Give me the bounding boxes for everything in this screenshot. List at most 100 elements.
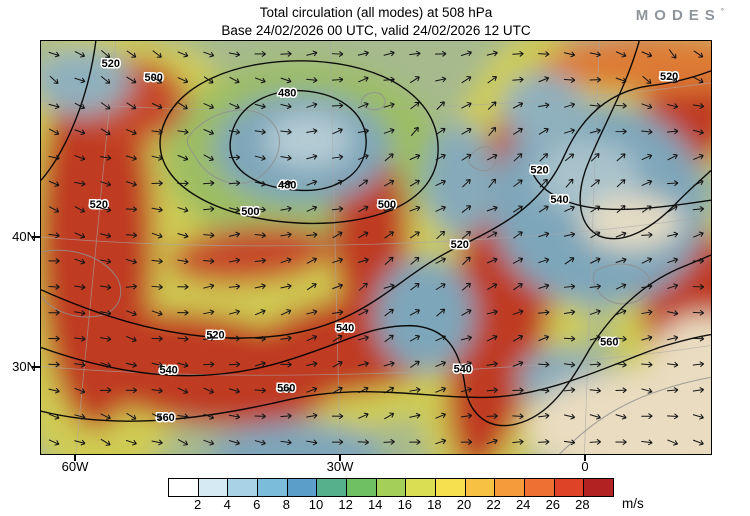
wind-arrow [668, 49, 677, 59]
wind-arrow [513, 153, 523, 162]
colorbar-segment [405, 479, 436, 496]
wind-arrow [615, 361, 627, 368]
wind-arrow [462, 179, 471, 188]
wind-arrow [641, 205, 652, 213]
wind-arrow [538, 438, 550, 445]
modes-logo-mark: ° [720, 7, 724, 16]
wind-arrow [512, 438, 524, 445]
wind-arrow [487, 76, 498, 84]
wind-arrow [409, 334, 421, 342]
wind-arrow [435, 50, 447, 57]
lon-label: 0 [581, 459, 589, 474]
coastline-layer [41, 92, 711, 454]
wind-arrow [203, 283, 215, 290]
wind-arrow [486, 309, 498, 316]
wind-arrow [228, 154, 241, 161]
colorbar-tick-label: 2 [193, 497, 202, 512]
wind-arrow [100, 258, 112, 265]
wind-arrow [384, 308, 394, 317]
wind-arrow [358, 179, 369, 187]
wind-arrow [692, 361, 705, 368]
wind-arrow [177, 232, 189, 239]
modes-logo: MODES° [636, 7, 724, 24]
colorbar-segment [435, 479, 465, 496]
wind-arrow [693, 153, 704, 161]
wind-arrow [486, 334, 498, 342]
wind-arrow [539, 178, 548, 188]
wind-arrow [151, 310, 163, 317]
wind-arrow [616, 153, 626, 162]
wind-arrow [254, 77, 266, 84]
wind-arrow [126, 128, 137, 136]
wind-arrow [590, 179, 600, 188]
colorbar-tick-label: 16 [397, 497, 413, 512]
wind-arrow [177, 335, 189, 342]
wind-arrow [590, 153, 600, 162]
wind-arrow [693, 76, 704, 84]
wind-arrow [667, 361, 679, 368]
wind-arrow [48, 335, 60, 342]
wind-arrow [358, 76, 369, 83]
wind-arrow [641, 413, 653, 420]
wind-arrow [409, 412, 421, 419]
contour-label: 540 [550, 194, 568, 206]
wind-arrow [513, 127, 523, 136]
wind-arrow [254, 50, 266, 57]
wind-arrow [254, 439, 266, 446]
wind-arrow [435, 283, 446, 291]
wind-arrow [177, 154, 189, 161]
wind-arrow [512, 360, 524, 367]
wind-arrow [151, 258, 163, 265]
wind-arrow [615, 257, 627, 264]
wind-arrow [692, 103, 705, 109]
wind-arrow [462, 256, 471, 266]
axis-tick [74, 455, 76, 461]
wind-arrow [280, 103, 292, 110]
wind-arrow [177, 387, 189, 394]
wind-arrow [692, 283, 705, 290]
wind-arrow [74, 180, 86, 187]
wind-arrow [254, 283, 266, 290]
wind-arrow [74, 206, 86, 213]
colorbar-cells [169, 479, 614, 496]
colorbar-tick-label: 20 [456, 497, 472, 512]
wind-arrow [357, 153, 369, 161]
wind-arrow [667, 413, 679, 420]
wind-arrow [615, 387, 627, 394]
colorbar-tick-label: 24 [515, 497, 531, 512]
wind-arrow [100, 154, 112, 161]
wind-arrow [564, 102, 576, 108]
wind-arrow [486, 387, 498, 394]
wind-arrow [563, 283, 576, 290]
wind-arrow [48, 387, 60, 394]
wind-arrow [692, 257, 705, 264]
wind-arrow [461, 205, 472, 213]
wind-arrow [563, 309, 576, 316]
wind-arrow [435, 127, 446, 135]
colorbar-tick-labels: 2 4 6 8 10 12 14 16 18 20 22 24 26 28 [168, 497, 612, 513]
wind-arrow [48, 180, 60, 187]
colorbar-segment [316, 479, 347, 496]
colorbar-segment [583, 479, 614, 496]
wind-arrow [565, 178, 574, 188]
wind-arrow [461, 231, 471, 240]
wind-arrow [48, 309, 60, 316]
wind-arrow [332, 360, 343, 368]
weather-map: 520 500 480 480 500 500 520 520 520 520 520 540 540 5… [40, 40, 712, 455]
wind-arrow [513, 283, 523, 291]
wind-arrow [692, 439, 704, 446]
contour-label: 520 [206, 330, 224, 342]
wind-arrow [357, 128, 369, 135]
wind-arrow [228, 309, 241, 315]
wind-arrow [667, 257, 679, 264]
wind-arrow [461, 282, 471, 291]
colorbar-segment [375, 479, 406, 496]
axis-tick [584, 455, 586, 461]
wind-arrow [410, 256, 420, 265]
wind-arrow [100, 206, 112, 213]
wind-arrow [383, 50, 395, 57]
wind-arrow [409, 439, 421, 446]
wind-arrow [564, 257, 575, 265]
wind-arrow [203, 103, 215, 110]
wind-arrow [641, 51, 653, 58]
